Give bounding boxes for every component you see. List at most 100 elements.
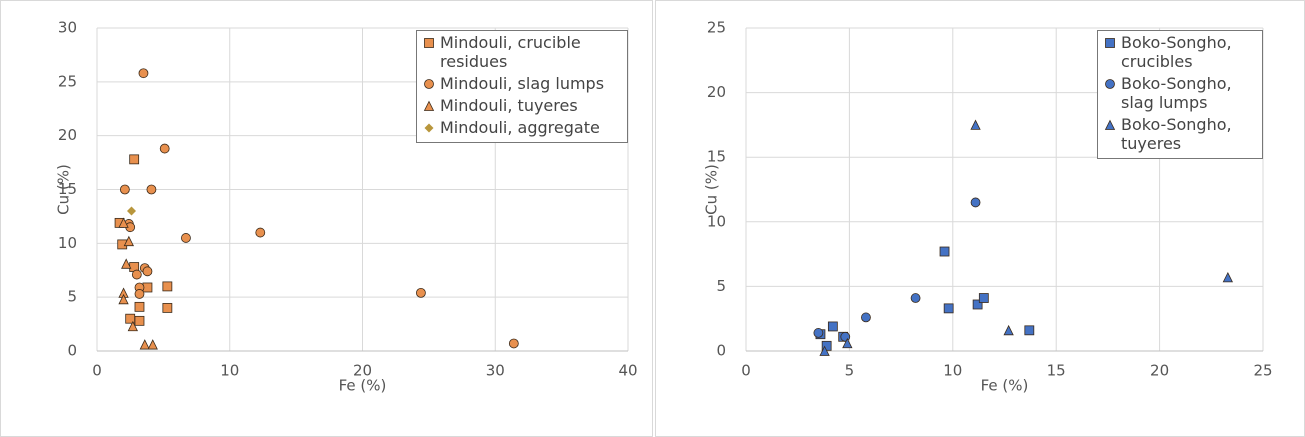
marker-square	[972, 299, 983, 310]
marker-circle	[813, 328, 824, 338]
legend-entry: Mindouli, slag lumps	[423, 74, 621, 93]
marker-triangle	[139, 339, 150, 350]
legend-entry: Boko-Songho, tuyeres	[1104, 115, 1256, 153]
legend-entry: Boko-Songho, crucibles	[1104, 33, 1256, 71]
x-tick-label: 10	[220, 362, 239, 380]
marker-circle	[181, 233, 191, 243]
y-tick-label: 20	[707, 83, 726, 101]
marker-circle	[508, 338, 519, 349]
legend-label: Boko-Songho, crucibles	[1121, 33, 1232, 71]
x-tick-label: 0	[741, 362, 751, 380]
marker-triangle	[118, 217, 129, 228]
marker-circle	[138, 68, 149, 79]
legend: Mindouli, crucible residues Mindouli, sla…	[416, 30, 628, 143]
marker-square	[162, 281, 173, 292]
marker-square	[134, 301, 145, 312]
marker-square	[162, 303, 173, 313]
y-tick-label: 15	[707, 148, 726, 166]
y-tick-label: 10	[58, 234, 77, 252]
legend: Boko-Songho, crucibles Boko-Songho, slag …	[1097, 30, 1263, 159]
marker-circle	[119, 184, 130, 195]
legend-marker	[424, 123, 434, 133]
marker-triangle	[1003, 324, 1014, 336]
x-tick-label: 15	[1047, 362, 1066, 380]
legend-label: Mindouli, slag lumps	[440, 74, 605, 93]
legend-label: Mindouli, crucible residues	[440, 33, 581, 71]
y-tick-label: 25	[58, 72, 77, 90]
marker-triangle	[147, 339, 158, 350]
legend-entry: Mindouli, aggregate	[423, 118, 621, 137]
marker-triangle	[121, 258, 132, 269]
y-tick-label: 10	[707, 212, 726, 230]
legend-marker	[1105, 79, 1115, 89]
x-axis-label: Fe (%)	[339, 377, 387, 395]
marker-triangle	[819, 345, 830, 356]
legend-label: Mindouli, aggregate	[440, 118, 600, 137]
x-tick-label: 30	[486, 362, 505, 380]
legend-marker	[423, 100, 435, 111]
marker-square	[1105, 38, 1115, 48]
marker-circle	[1105, 79, 1115, 89]
marker-square	[134, 315, 145, 326]
x-tick-label: 5	[845, 362, 855, 380]
marker-triangle	[842, 337, 853, 349]
marker-circle	[255, 227, 266, 238]
marker-square	[1024, 325, 1035, 336]
y-tick-label: 0	[67, 342, 77, 360]
marker-circle	[861, 312, 871, 323]
marker-square	[943, 303, 954, 314]
x-tick-label: 10	[943, 362, 962, 380]
legend-label: Boko-Songho, slag lumps	[1121, 74, 1232, 112]
y-tick-label: 5	[67, 288, 77, 306]
y-tick-label: 0	[716, 342, 726, 360]
y-tick-label: 20	[58, 126, 77, 144]
marker-circle	[910, 293, 921, 303]
x-tick-label: 0	[92, 362, 102, 380]
legend-marker	[1105, 38, 1115, 48]
legend-label: Mindouli, tuyeres	[440, 96, 578, 115]
marker-circle	[146, 184, 157, 195]
marker-square	[424, 38, 434, 48]
legend-marker	[424, 38, 434, 48]
marker-triangle	[1222, 271, 1233, 283]
y-tick-label: 30	[58, 19, 77, 37]
y-axis-label: Cu (%)	[55, 164, 73, 215]
x-tick-label: 25	[1253, 362, 1272, 380]
legend-entry: Mindouli, tuyeres	[423, 96, 621, 115]
marker-circle	[131, 269, 142, 280]
x-tick-label: 20	[1150, 362, 1169, 380]
legend-entry: Boko-Songho, slag lumps	[1104, 74, 1256, 112]
marker-triangle	[970, 119, 981, 130]
y-tick-label: 15	[58, 180, 77, 198]
x-tick-label: 40	[618, 362, 637, 380]
marker-triangle	[127, 320, 138, 332]
marker-diamond	[424, 123, 434, 133]
marker-triangle	[1104, 119, 1116, 130]
marker-circle	[424, 79, 434, 89]
marker-square	[129, 154, 140, 165]
y-tick-label: 25	[707, 19, 726, 37]
legend-marker	[1104, 119, 1116, 130]
marker-triangle	[123, 235, 135, 247]
marker-circle	[142, 266, 153, 277]
marker-square	[939, 246, 950, 257]
marker-triangle	[118, 293, 129, 305]
marker-circle	[970, 197, 981, 208]
legend-entry: Mindouli, crucible residues	[423, 33, 621, 71]
y-axis-label: Cu (%)	[703, 164, 721, 215]
legend-label: Boko-Songho, tuyeres	[1121, 115, 1232, 153]
marker-square	[827, 321, 838, 332]
marker-circle	[159, 143, 170, 154]
marker-circle	[840, 331, 851, 342]
marker-circle	[416, 287, 426, 298]
legend-marker	[424, 79, 434, 89]
x-axis-label: Fe (%)	[981, 377, 1029, 395]
marker-triangle	[423, 100, 435, 111]
marker-square	[978, 293, 989, 303]
marker-circle	[134, 289, 145, 299]
y-tick-label: 5	[716, 277, 726, 295]
marker-diamond	[127, 206, 137, 216]
x-tick-label: 20	[353, 362, 372, 380]
